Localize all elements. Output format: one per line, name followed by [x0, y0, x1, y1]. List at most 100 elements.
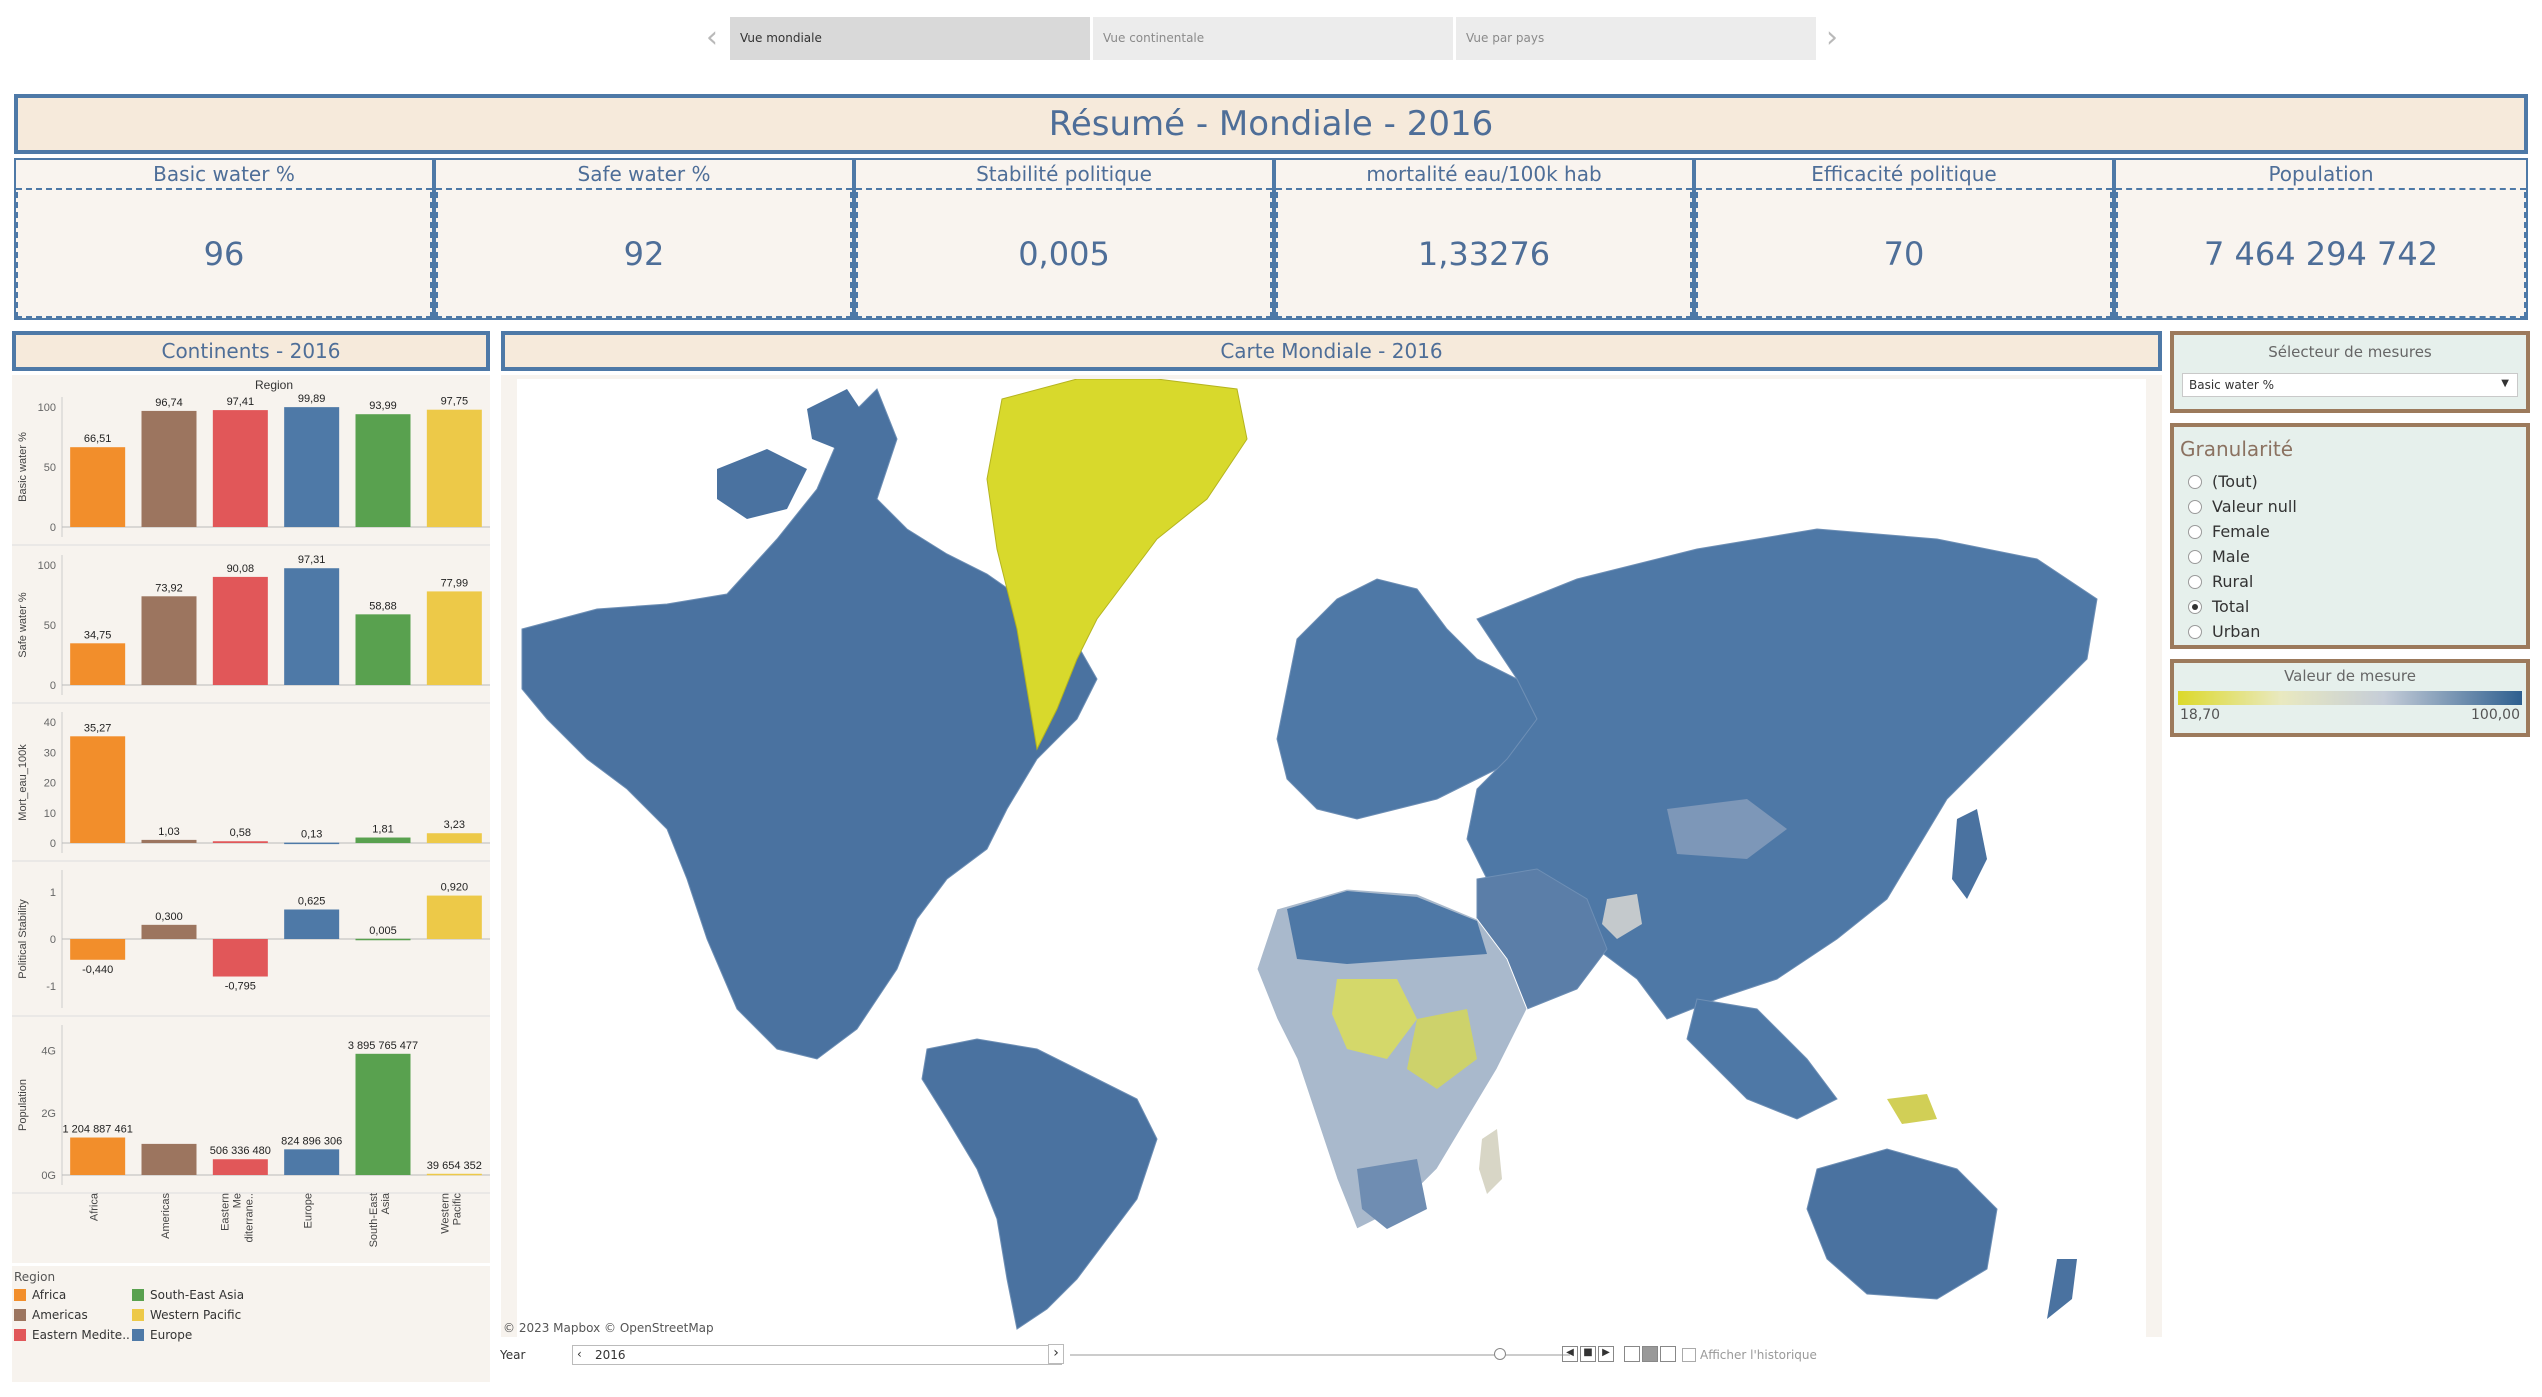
map-canada-islands-north[interactable] — [807, 389, 867, 449]
granularity-option[interactable]: Valeur null — [2174, 494, 2526, 519]
y-tick-label: 30 — [44, 747, 56, 759]
radio-button[interactable] — [2188, 499, 2202, 514]
measure-value-min: 18,70 — [2180, 707, 2221, 723]
bar[interactable] — [212, 576, 268, 685]
bar[interactable] — [70, 643, 126, 685]
speed-fast-icon[interactable] — [1660, 1346, 1676, 1362]
story-tab-vue-continentale[interactable]: Vue continentale — [1093, 17, 1453, 60]
map-canada-islands[interactable] — [717, 449, 807, 519]
world-map-canvas[interactable] — [517, 379, 2146, 1337]
bar[interactable] — [70, 736, 126, 843]
x-category-label: Africa — [89, 1192, 101, 1221]
bar[interactable] — [355, 614, 411, 685]
playback-controls[interactable]: ◀ ■ ▶ — [1562, 1346, 1620, 1364]
bar[interactable] — [355, 837, 411, 843]
legend-item[interactable]: South-East Asia — [132, 1288, 244, 1302]
year-slider-handle[interactable] — [1494, 1348, 1506, 1360]
bar[interactable] — [426, 591, 482, 685]
story-tab-vue-par-pays[interactable]: Vue par pays — [1456, 17, 1816, 60]
radio-button[interactable] — [2188, 574, 2202, 589]
granularity-option[interactable]: Total — [2174, 594, 2526, 619]
legend-item[interactable]: Western Pacific — [132, 1308, 241, 1322]
map-afghanistan — [1602, 894, 1642, 939]
bar[interactable] — [212, 841, 268, 843]
granularity-option[interactable]: Female — [2174, 519, 2526, 544]
speed-slow-icon[interactable] — [1624, 1346, 1640, 1362]
bar[interactable] — [355, 938, 411, 941]
granularity-option[interactable]: (Tout) — [2174, 469, 2526, 494]
bar[interactable] — [355, 1053, 411, 1175]
radio-button[interactable] — [2188, 474, 2202, 489]
radio-button[interactable] — [2188, 549, 2202, 564]
speed-normal-icon[interactable] — [1642, 1346, 1658, 1362]
map-south-america[interactable] — [921, 1038, 1158, 1330]
bar[interactable] — [70, 939, 126, 960]
data-label: 90,08 — [227, 563, 255, 575]
year-filter-bar: Year ‹ 2016 ▼ › ◀ ■ ▶ Afficher l'histori… — [500, 1343, 1830, 1369]
radio-button[interactable] — [2188, 599, 2202, 614]
bar[interactable] — [212, 410, 268, 527]
radio-button[interactable] — [2188, 524, 2202, 539]
map-greenland[interactable] — [986, 379, 1248, 751]
legend-item[interactable]: Africa — [14, 1288, 66, 1302]
bar[interactable] — [284, 909, 340, 940]
story-prev-arrow[interactable]: ‹ — [706, 20, 718, 55]
map-australia[interactable] — [1806, 1148, 1998, 1300]
chevron-right-icon[interactable]: › — [1048, 1344, 1064, 1364]
measure-selector-dropdown[interactable]: Basic water % ▼ — [2182, 373, 2518, 397]
map-africa[interactable] — [1256, 888, 1528, 1230]
bar[interactable] — [426, 833, 482, 843]
data-label: 1,81 — [372, 824, 393, 836]
bar[interactable] — [426, 1173, 482, 1176]
color-ramp — [2178, 691, 2522, 705]
bar[interactable] — [141, 410, 197, 527]
granularity-option[interactable]: Rural — [2174, 569, 2526, 594]
granularity-option[interactable]: Urban — [2174, 619, 2526, 644]
year-dropdown[interactable]: ‹ 2016 ▼ — [572, 1345, 1062, 1365]
bar[interactable] — [70, 447, 126, 527]
map-mongolia — [1667, 799, 1787, 859]
bar[interactable] — [141, 1143, 197, 1175]
bar[interactable] — [284, 568, 340, 685]
measure-selector-title: Sélecteur de mesures — [2268, 343, 2432, 361]
world-map[interactable]: © 2023 Mapbox © OpenStreetMap — [501, 375, 2162, 1337]
data-label: 39 654 352 — [427, 1160, 482, 1172]
legend-item[interactable]: Americas — [14, 1308, 88, 1322]
data-label: 0,13 — [301, 829, 322, 841]
year-slider-track[interactable] — [1070, 1354, 1570, 1356]
data-label: 0,58 — [230, 827, 251, 839]
speed-controls[interactable] — [1624, 1346, 1676, 1364]
show-history-checkbox[interactable] — [1682, 1348, 1696, 1362]
data-label: -0,440 — [82, 964, 113, 976]
map-southeast-asia[interactable] — [1686, 998, 1838, 1120]
bar[interactable] — [284, 1149, 340, 1175]
story-next-arrow[interactable]: › — [1826, 20, 1838, 55]
data-label: 3 895 765 477 — [348, 1040, 418, 1052]
bar[interactable] — [284, 407, 340, 527]
story-tab-vue-mondiale[interactable]: Vue mondiale — [730, 17, 1090, 60]
radio-button[interactable] — [2188, 624, 2202, 639]
x-category-label: Americas — [160, 1193, 172, 1239]
granularity-option[interactable]: Male — [2174, 544, 2526, 569]
bar[interactable] — [141, 924, 197, 939]
y-tick-label: 0 — [50, 838, 56, 850]
bar[interactable] — [426, 895, 482, 939]
legend-item[interactable]: Europe — [132, 1328, 192, 1342]
legend-swatch — [14, 1329, 26, 1341]
bar[interactable] — [426, 409, 482, 527]
previous-icon[interactable]: ◀ — [1562, 1346, 1578, 1362]
bar[interactable] — [212, 1159, 268, 1175]
bar[interactable] — [141, 839, 197, 843]
bar[interactable] — [70, 1137, 126, 1175]
y-tick-label: 0G — [41, 1170, 56, 1182]
bar[interactable] — [141, 596, 197, 685]
bar[interactable] — [212, 939, 268, 977]
stop-icon[interactable]: ■ — [1580, 1346, 1596, 1362]
x-category-label: Western — [439, 1193, 451, 1234]
play-icon[interactable]: ▶ — [1598, 1346, 1614, 1362]
chevron-left-icon[interactable]: ‹ — [577, 1347, 582, 1361]
bar[interactable] — [355, 414, 411, 527]
legend-item[interactable]: Eastern Medite.. — [14, 1328, 130, 1342]
bar[interactable] — [284, 842, 340, 845]
